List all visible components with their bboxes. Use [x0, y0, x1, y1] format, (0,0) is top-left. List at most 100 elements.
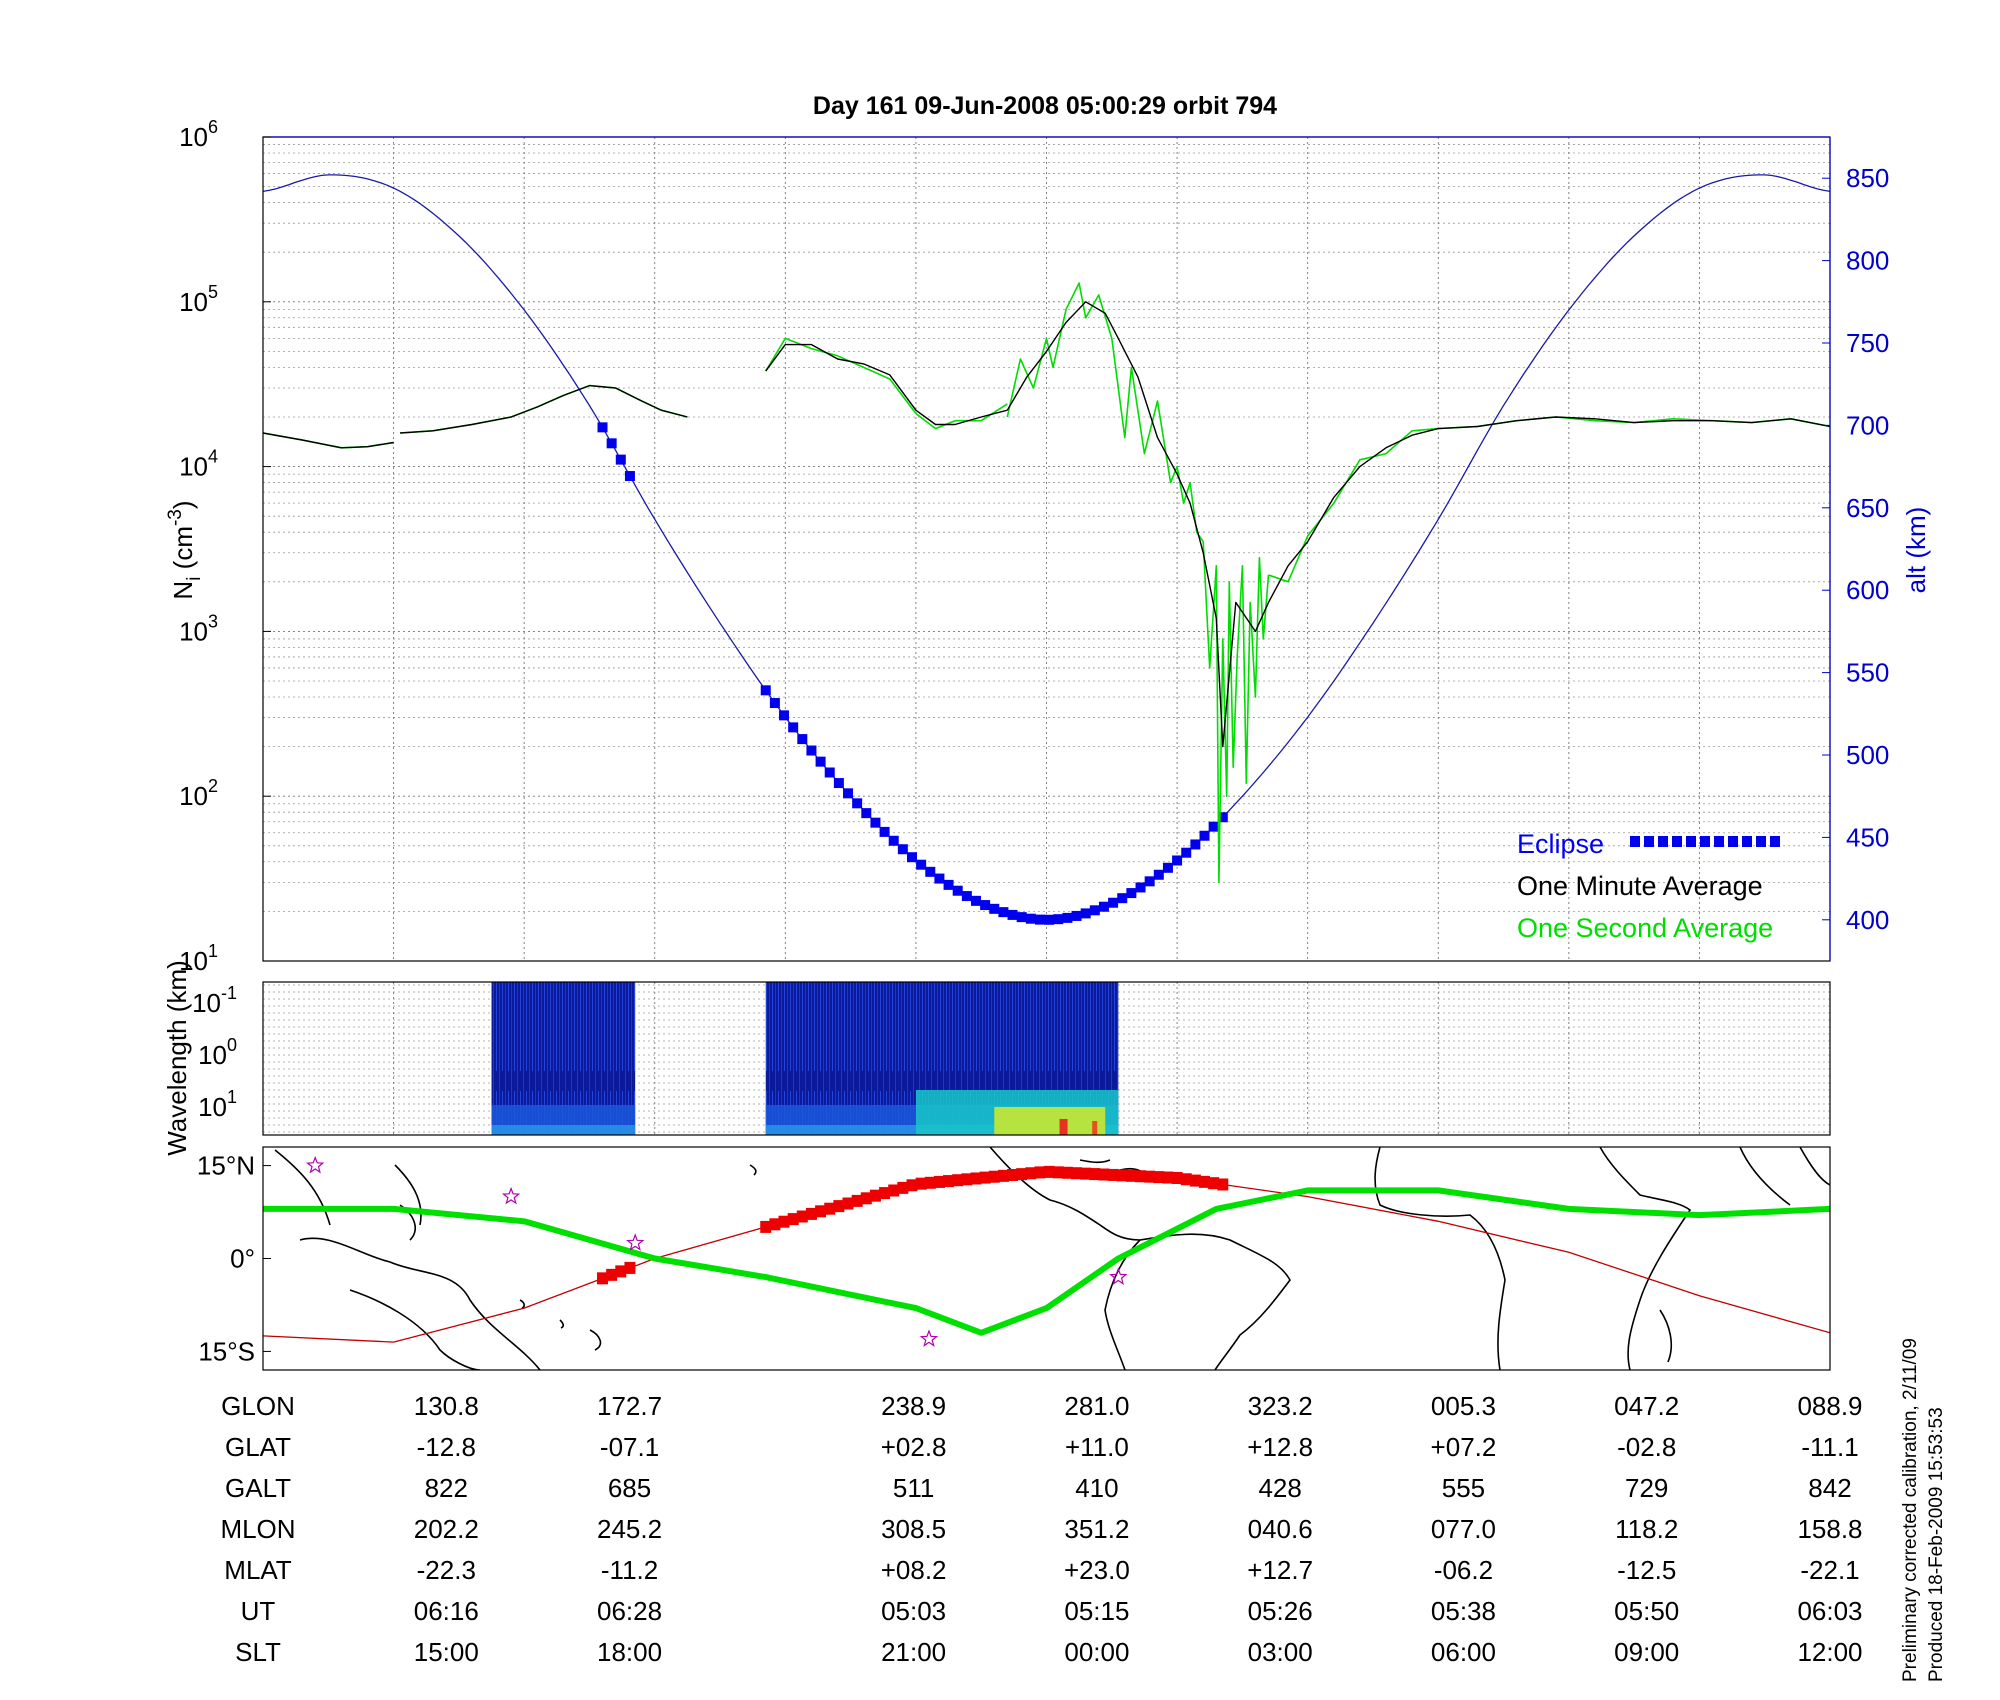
track-eclipse-marker — [1098, 1168, 1110, 1181]
track-eclipse-marker — [1162, 1171, 1174, 1184]
star-icon — [305, 1155, 325, 1174]
table-cell: 202.2 — [414, 1514, 479, 1544]
track-eclipse-marker — [769, 1218, 781, 1231]
track-eclipse-marker — [933, 1175, 945, 1188]
table-cell: 21:00 — [881, 1637, 946, 1667]
table-cell: 842 — [1808, 1473, 1851, 1503]
density-y-axis-label: Ni (cm-3) — [165, 500, 205, 599]
eclipse-marker — [1025, 913, 1036, 924]
spectrogram-blocks — [491, 982, 1119, 1135]
track-eclipse-marker — [1171, 1171, 1183, 1184]
table-cell: 040.6 — [1248, 1514, 1313, 1544]
track-eclipse-marker — [1208, 1177, 1220, 1190]
table-cell: 12:00 — [1797, 1637, 1862, 1667]
spectrogram-y-tick-base: 10 — [192, 988, 221, 1018]
table-cell: 06:28 — [597, 1596, 662, 1626]
track-eclipse-marker — [979, 1171, 991, 1184]
table-cell: 729 — [1625, 1473, 1668, 1503]
spectrogram-y-tick-exponent: 0 — [227, 1035, 237, 1055]
track-eclipse-marker — [1025, 1167, 1037, 1180]
eclipse-marker — [1044, 914, 1055, 925]
legend-eclipse-marker — [1644, 836, 1654, 847]
track-eclipse-marker — [787, 1213, 799, 1226]
eclipse-marker — [769, 698, 780, 709]
density-label-unit: (cm — [168, 526, 198, 577]
track-eclipse-marker — [988, 1170, 1000, 1183]
eclipse-marker — [1053, 914, 1064, 925]
spectrogram-y-axis-label: Wavelength (km) — [162, 960, 192, 1156]
track-eclipse-marker — [1007, 1168, 1019, 1181]
footnote-produced: Produced 18-Feb-2009 15:53:53 — [1926, 1407, 1947, 1682]
eclipse-marker — [797, 734, 808, 745]
table-cell: 05:15 — [1064, 1596, 1129, 1626]
eclipse-marker — [779, 710, 790, 721]
eclipse-marker — [1172, 855, 1183, 866]
table-cell: 00:00 — [1064, 1637, 1129, 1667]
eclipse-marker — [833, 778, 844, 789]
track-eclipse-marker — [869, 1189, 881, 1202]
eclipse-marker — [1144, 876, 1155, 887]
track-eclipse-marker — [924, 1176, 936, 1189]
map-y-tick-label: 15°N — [197, 1151, 255, 1181]
legend-eclipse-marker — [1728, 836, 1738, 847]
density-y-tick-base: 10 — [179, 781, 208, 811]
track-eclipse-marker — [961, 1173, 973, 1186]
coastline-new-guinea-australia — [274, 1149, 541, 1370]
track-eclipse-marker — [615, 1265, 627, 1278]
track-eclipse-marker — [1189, 1174, 1201, 1187]
footnote-calibration: Preliminary corrected calibration, 2/11/… — [1900, 1338, 1921, 1682]
altitude-y-axis-label: alt (km) — [1901, 507, 1931, 594]
table-cell: -22.3 — [417, 1555, 476, 1585]
density-y-tick-label: 104 — [179, 447, 218, 482]
eclipse-marker — [1080, 908, 1091, 919]
table-cell: -11.1 — [1801, 1432, 1858, 1462]
table-row-label: UT — [241, 1596, 276, 1626]
table-cell: 158.8 — [1797, 1514, 1862, 1544]
one-minute-line — [263, 432, 394, 449]
density-y-tick-label: 105 — [179, 282, 218, 317]
eclipse-marker — [1016, 912, 1027, 923]
eclipse-marker — [925, 866, 936, 877]
density-y-tick-label: 101 — [179, 941, 218, 976]
eclipse-marker — [1108, 897, 1119, 908]
table-cell: 09:00 — [1614, 1637, 1679, 1667]
table-row-label: GLON — [221, 1391, 295, 1421]
table-cell: -02.8 — [1617, 1432, 1676, 1462]
track-eclipse-marker — [851, 1194, 863, 1207]
coastlines — [274, 1147, 1830, 1370]
track-eclipse-marker — [860, 1192, 872, 1205]
table-cell: 03:00 — [1248, 1637, 1313, 1667]
eclipse-marker — [879, 826, 890, 837]
density-time-grid — [393, 137, 1700, 961]
legend-eclipse-marker — [1686, 836, 1696, 847]
table-cell: 685 — [608, 1473, 651, 1503]
one-minute-line — [615, 387, 688, 418]
table-cell: 06:16 — [414, 1596, 479, 1626]
track-eclipse-marker — [1135, 1170, 1147, 1183]
spectrogram-y-tick-exponent: -1 — [221, 983, 237, 1003]
table-cell: 18:00 — [597, 1637, 662, 1667]
eclipse-marker — [870, 817, 881, 828]
eclipse-marker — [861, 808, 872, 819]
altitude-y-tick-label: 800 — [1846, 246, 1889, 276]
eclipse-marker — [624, 471, 635, 482]
coastline-madagascar — [1659, 1309, 1672, 1363]
eclipse-marker — [1208, 821, 1219, 832]
track-eclipse-marker — [778, 1215, 790, 1228]
ground-track-line — [263, 1187, 1830, 1336]
legend-eclipse-marker — [1630, 836, 1640, 847]
table-cell: 05:50 — [1614, 1596, 1679, 1626]
table-cell: 555 — [1442, 1473, 1485, 1503]
one-minute-line — [1006, 301, 1270, 748]
altitude-y-tick-label: 400 — [1846, 905, 1889, 935]
density-y-tick-exponent: 5 — [208, 282, 218, 302]
eclipse-marker — [843, 788, 854, 799]
eclipse-marker — [1098, 901, 1109, 912]
table-cell: +23.0 — [1064, 1555, 1130, 1585]
table-cell: 822 — [425, 1473, 468, 1503]
table-cell: 06:00 — [1431, 1637, 1496, 1667]
legend: Eclipse One Minute Average One Second Av… — [1517, 829, 1780, 943]
track-eclipse-marker — [952, 1174, 964, 1187]
track-eclipse-marker — [815, 1205, 827, 1218]
